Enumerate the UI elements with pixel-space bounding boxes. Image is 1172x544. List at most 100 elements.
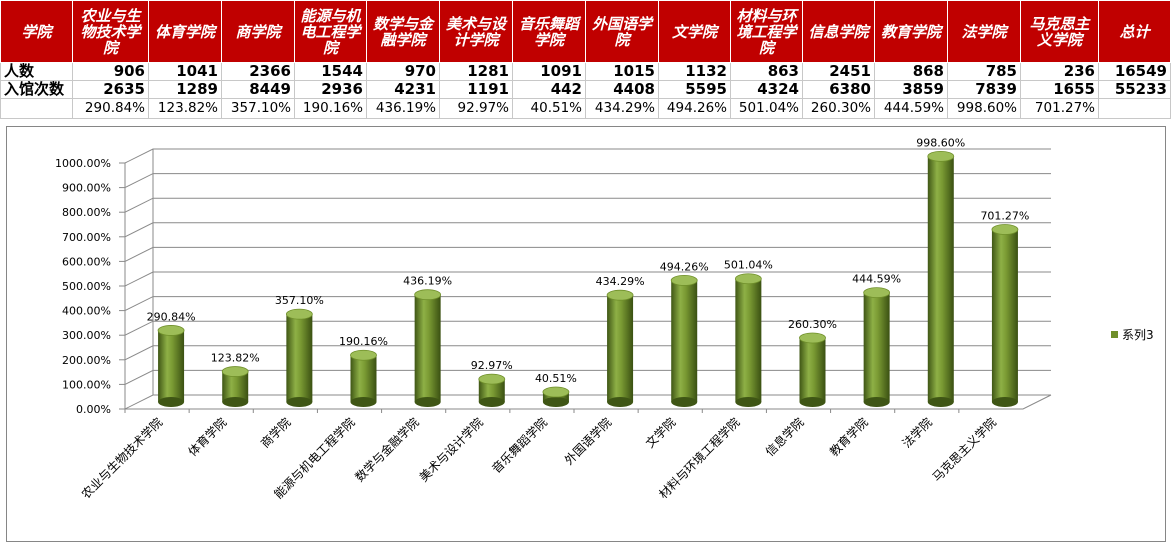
visits-cell[interactable]: 5595 (658, 80, 731, 99)
y-tick-label: 100.00% (62, 378, 111, 391)
visits-row-label[interactable]: 入馆次数 (0, 80, 73, 99)
ratio-cell[interactable]: 494.26% (658, 98, 731, 119)
bar-base (799, 397, 826, 407)
ratio-cell[interactable]: 123.82% (148, 98, 222, 119)
people-cell[interactable]: 1041 (148, 62, 222, 81)
visits-total-cell[interactable]: 55233 (1098, 80, 1171, 99)
visits-cell[interactable]: 4324 (730, 80, 803, 99)
header-cell-college[interactable]: 农业与生物技术学院 (72, 0, 149, 63)
people-cell[interactable]: 1132 (658, 62, 731, 81)
people-cell[interactable]: 906 (72, 62, 149, 81)
ratio-cell[interactable]: 290.84% (72, 98, 149, 119)
people-cell[interactable]: 1544 (294, 62, 367, 81)
header-row: 学院 农业与生物技术学院 体育学院 商学院 能源与机电工程学院 数学与金融学院 美术与设计… (0, 0, 1171, 63)
visits-cell[interactable]: 1289 (148, 80, 222, 99)
ratio-cell[interactable]: 436.19% (366, 98, 440, 119)
header-cell-college[interactable]: 马克思主义学院 (1020, 0, 1099, 63)
header-cell-college[interactable]: 材料与环境工程学院 (730, 0, 803, 63)
bar-top (350, 349, 377, 361)
header-cell-college[interactable]: 法学院 (947, 0, 1021, 63)
bar (158, 330, 185, 402)
people-cell[interactable]: 2451 (802, 62, 875, 81)
visits-cell[interactable]: 7839 (947, 80, 1021, 99)
data-label: 998.60% (916, 136, 965, 149)
bar (735, 278, 762, 402)
bar-base (927, 397, 954, 407)
header-cell-college[interactable]: 商学院 (221, 0, 295, 63)
visits-cell[interactable]: 1655 (1020, 80, 1099, 99)
bar (799, 337, 826, 402)
visits-cell[interactable]: 8449 (221, 80, 295, 99)
header-cell-total[interactable]: 总计 (1098, 0, 1171, 63)
header-cell-college[interactable]: 数学与金融学院 (366, 0, 440, 63)
visits-cell[interactable]: 6380 (802, 80, 875, 99)
people-cell[interactable]: 2366 (221, 62, 295, 81)
ratio-cell[interactable]: 92.97% (439, 98, 513, 119)
ratio-cell[interactable]: 260.30% (802, 98, 875, 119)
header-cell-college[interactable]: 外国语学院 (585, 0, 659, 63)
people-cell[interactable]: 868 (874, 62, 948, 81)
x-tick-label: 信息学院 (762, 415, 807, 460)
bar-top (606, 289, 634, 301)
visits-cell[interactable]: 2936 (294, 80, 367, 99)
gridline (124, 222, 1051, 238)
visits-cell[interactable]: 442 (512, 80, 586, 99)
x-tick-label: 文学院 (642, 415, 678, 451)
data-label: 290.84% (147, 310, 196, 323)
visits-cell[interactable]: 1191 (439, 80, 513, 99)
data-label: 260.30% (788, 318, 837, 331)
visits-cell[interactable]: 3859 (874, 80, 948, 99)
header-cell-college[interactable]: 文学院 (658, 0, 731, 63)
people-cell[interactable]: 785 (947, 62, 1021, 81)
ratio-cell[interactable]: 357.10% (221, 98, 295, 119)
header-cell-label[interactable]: 学院 (0, 0, 73, 63)
ratio-cell[interactable]: 701.27% (1020, 98, 1099, 119)
people-cell[interactable]: 1091 (512, 62, 586, 81)
ratio-cell[interactable]: 190.16% (294, 98, 367, 119)
ratio-cell[interactable]: 434.29% (585, 98, 659, 119)
ratio-cell[interactable]: 444.59% (874, 98, 948, 119)
visits-cell[interactable]: 2635 (72, 80, 149, 99)
ratio-cell[interactable]: 40.51% (512, 98, 586, 119)
chart-area[interactable]: 0.00% 100.00% 200.00% 300.00% 400.00% 500.00%… (6, 126, 1166, 542)
data-label: 40.51% (535, 372, 577, 385)
visits-cell[interactable]: 4231 (366, 80, 440, 99)
gridline (124, 394, 1051, 410)
bar (863, 292, 890, 402)
bar-top (863, 287, 891, 299)
legend-label: 系列3 (1122, 328, 1154, 342)
bar-top (734, 273, 762, 285)
header-cell-college[interactable]: 美术与设计学院 (439, 0, 513, 63)
bar (607, 295, 634, 402)
chart-legend[interactable]: 系列3 (1111, 326, 1154, 343)
people-total-cell[interactable]: 16549 (1098, 62, 1171, 81)
people-cell[interactable]: 1281 (439, 62, 513, 81)
header-cell-college[interactable]: 信息学院 (802, 0, 875, 63)
bar-base (542, 397, 569, 407)
data-label: 436.19% (403, 275, 452, 288)
header-cell-college[interactable]: 音乐舞蹈学院 (512, 0, 586, 63)
bar-top (542, 386, 570, 398)
ratio-row-label[interactable] (0, 98, 73, 119)
ratio-total-cell[interactable] (1098, 98, 1171, 119)
people-cell[interactable]: 236 (1020, 62, 1099, 81)
ratio-cell[interactable]: 501.04% (730, 98, 803, 119)
header-cell-college[interactable]: 教育学院 (874, 0, 948, 63)
data-label: 701.27% (980, 209, 1029, 222)
people-cell[interactable]: 1015 (585, 62, 659, 81)
ratio-cell[interactable]: 998.60% (947, 98, 1021, 119)
people-row-label[interactable]: 人数 (0, 62, 73, 81)
visits-cell[interactable]: 4408 (585, 80, 659, 99)
bar-base (414, 397, 441, 407)
header-cell-college[interactable]: 能源与机电工程学院 (294, 0, 367, 63)
data-label: 501.04% (724, 259, 773, 272)
header-cell-college[interactable]: 体育学院 (148, 0, 222, 63)
people-cell[interactable]: 863 (730, 62, 803, 81)
x-axis (125, 394, 1052, 410)
bar-top (285, 308, 313, 320)
ratio-row: 290.84% 123.82% 357.10% 190.16% 436.19% 92.97… (0, 98, 1171, 119)
gridline (124, 271, 1051, 287)
people-cell[interactable]: 970 (366, 62, 440, 81)
y-tick-label: 400.00% (62, 305, 111, 318)
